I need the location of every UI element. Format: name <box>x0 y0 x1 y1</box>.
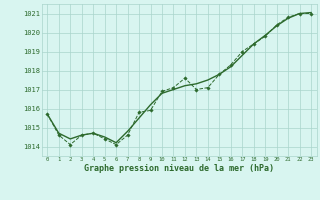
X-axis label: Graphe pression niveau de la mer (hPa): Graphe pression niveau de la mer (hPa) <box>84 164 274 173</box>
